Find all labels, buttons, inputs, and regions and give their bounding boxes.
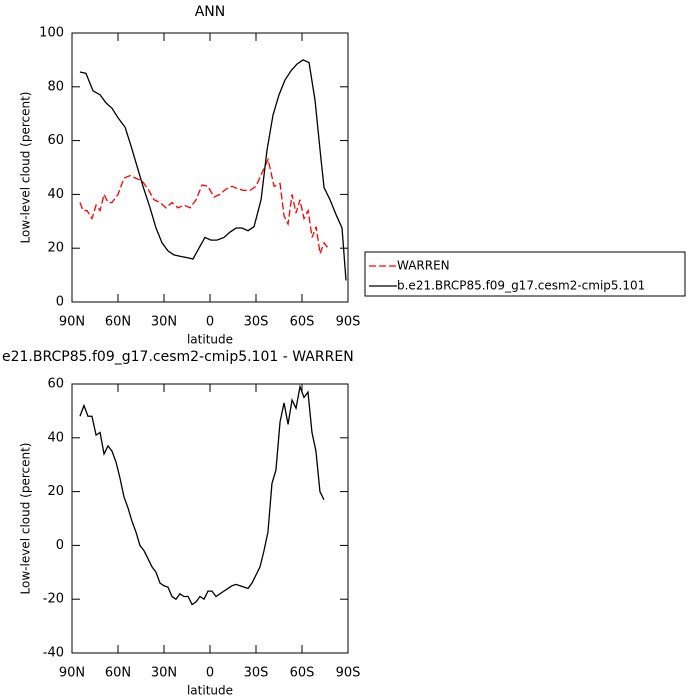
x-tick-label: 60N xyxy=(105,666,131,681)
legend-label: WARREN xyxy=(397,259,450,273)
x-tick-label: 0 xyxy=(206,315,214,330)
x-tick-label: 30S xyxy=(244,315,269,330)
x-tick-label: 0 xyxy=(206,666,214,681)
y-axis-label: Low-level cloud (percent) xyxy=(19,92,33,244)
y-tick-label: 0 xyxy=(56,538,64,553)
x-tick-label: 90N xyxy=(59,666,85,681)
y-tick-label: 20 xyxy=(47,241,64,256)
y-tick-label: 40 xyxy=(47,430,64,445)
y-tick-label: 40 xyxy=(47,187,64,202)
plot-frame xyxy=(71,383,349,654)
x-tick-label: 30S xyxy=(244,666,269,681)
data-line xyxy=(79,59,347,281)
x-tick-label: 90N xyxy=(59,315,85,330)
plot-frame xyxy=(71,32,349,303)
data-line xyxy=(79,384,325,606)
y-tick-label: 100 xyxy=(39,26,64,41)
chart-title: e21.BRCP85.f09_g17.cesm2-cmip5.101 - WAR… xyxy=(2,349,354,365)
x-axis-label: latitude xyxy=(187,333,233,347)
x-tick-label: 30N xyxy=(151,315,177,330)
x-tick-label: 60S xyxy=(290,666,315,681)
x-tick-label: 60N xyxy=(105,315,131,330)
chart-title: ANN xyxy=(195,4,226,20)
x-tick-label: 30N xyxy=(151,666,177,681)
y-tick-label: 60 xyxy=(47,133,64,148)
y-tick-label: -40 xyxy=(43,646,64,661)
x-axis-label: latitude xyxy=(187,684,233,698)
x-tick-label: 90S xyxy=(336,315,361,330)
x-tick-label: 60S xyxy=(290,315,315,330)
y-tick-label: 20 xyxy=(47,484,64,499)
y-tick-label: -20 xyxy=(43,592,64,607)
legend-label: b.e21.BRCP85.f09_g17.cesm2-cmip5.101 xyxy=(397,279,645,293)
y-tick-label: 80 xyxy=(47,79,64,94)
data-line xyxy=(79,157,329,254)
y-tick-label: 0 xyxy=(56,295,64,310)
y-tick-label: 60 xyxy=(47,377,64,392)
legend-box xyxy=(364,251,686,297)
y-axis-label: Low-level cloud (percent) xyxy=(19,443,33,595)
x-tick-label: 90S xyxy=(336,666,361,681)
